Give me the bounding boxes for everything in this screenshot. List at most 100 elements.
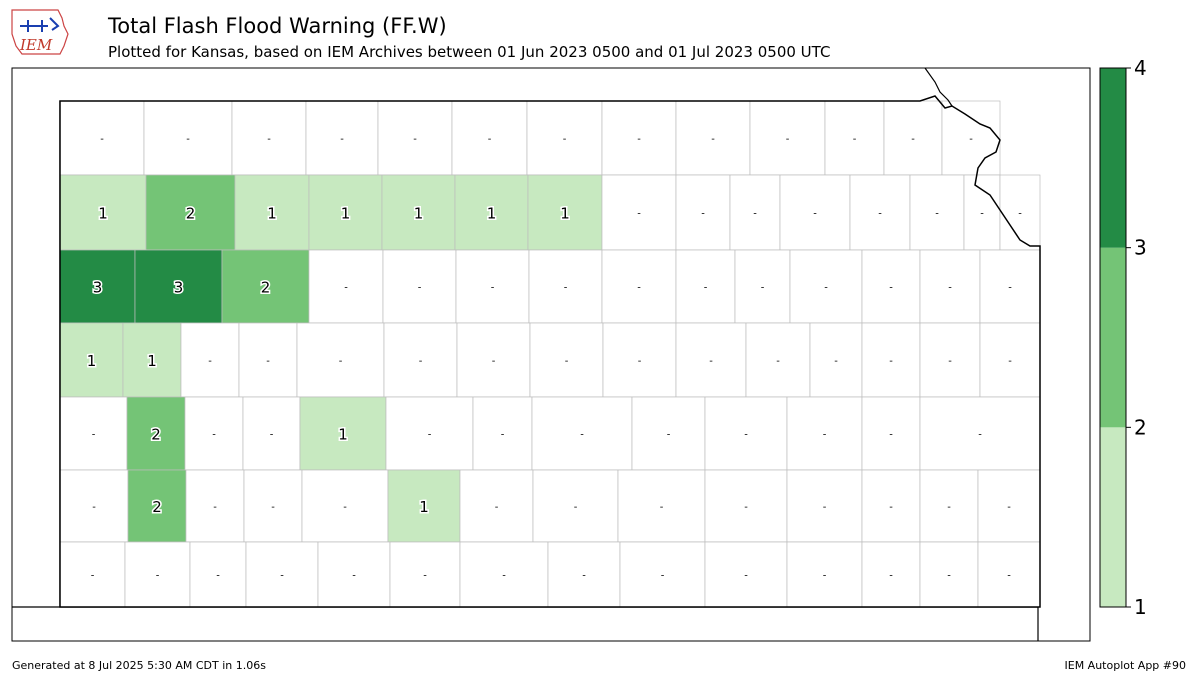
river-boundary — [924, 67, 953, 107]
county-no-data-mark: - — [565, 356, 569, 367]
county-cell — [941, 100, 1001, 176]
county-no-data-mark: - — [667, 430, 671, 441]
county-cell — [919, 541, 979, 608]
colorbar-tick-label: 1 — [1134, 595, 1147, 619]
county-no-data-mark: - — [270, 430, 274, 441]
county-no-data-mark: - — [660, 502, 664, 513]
county-cell — [824, 100, 885, 176]
county-cell — [675, 249, 736, 324]
county-no-data-mark: - — [709, 356, 713, 367]
county-no-data-mark: - — [280, 571, 284, 582]
county-no-data-mark: - — [186, 134, 190, 145]
county-cell — [59, 174, 147, 251]
county-no-data-mark: - — [744, 430, 748, 441]
county-cell — [619, 541, 706, 608]
county-cell — [59, 249, 136, 324]
county-cell — [238, 322, 298, 398]
county-cell — [675, 174, 731, 251]
county-cell — [122, 322, 182, 398]
county-cell — [455, 249, 530, 324]
county-no-data-mark: - — [92, 430, 96, 441]
county-cell — [242, 396, 301, 471]
county-cell — [617, 469, 706, 543]
county-cell — [861, 249, 921, 324]
county-count-label: 2 — [186, 205, 196, 223]
county-cell — [704, 541, 788, 608]
county-cell — [459, 541, 549, 608]
county-cell — [317, 541, 391, 608]
county-cell — [308, 249, 384, 324]
county-no-data-mark: - — [423, 571, 427, 582]
footer-generated: Generated at 8 Jul 2025 5:30 AM CDT in 1… — [12, 659, 266, 672]
county-no-data-mark: - — [969, 134, 973, 145]
county-cell — [532, 469, 619, 543]
county-cell — [124, 541, 191, 608]
county-cell — [454, 174, 529, 251]
county-cell — [231, 100, 307, 176]
county-count-label: 1 — [87, 352, 97, 370]
county-no-data-mark: - — [419, 356, 423, 367]
county-cell — [919, 249, 981, 324]
county-cell — [221, 249, 310, 324]
county-cell — [387, 469, 461, 543]
county-cell — [184, 396, 244, 471]
county-no-data-mark: - — [744, 502, 748, 513]
county-no-data-mark: - — [100, 134, 104, 145]
county-cell — [675, 100, 751, 176]
county-no-data-mark: - — [935, 209, 939, 220]
county-no-data-mark: - — [266, 356, 270, 367]
county-cell — [377, 100, 453, 176]
county-no-data-mark: - — [661, 571, 665, 582]
kansas-outline — [59, 95, 1041, 608]
county-count-label: 3 — [174, 279, 184, 297]
county-cell — [601, 100, 677, 176]
county-cell — [526, 100, 603, 176]
county-cell — [308, 174, 383, 251]
county-count-label: 1 — [560, 205, 570, 223]
county-cell — [296, 322, 385, 398]
county-no-data-mark: - — [761, 283, 765, 294]
county-no-data-mark: - — [711, 134, 715, 145]
county-cell — [919, 469, 979, 543]
county-no-data-mark: - — [889, 571, 893, 582]
county-cell — [234, 174, 310, 251]
county-no-data-mark: - — [1008, 283, 1012, 294]
county-cell — [704, 396, 788, 471]
county-no-data-mark: - — [339, 356, 343, 367]
county-no-data-mark: - — [352, 571, 356, 582]
county-no-data-mark: - — [216, 571, 220, 582]
county-map: - - - - - - - - - - - - - 1 2 1 1 1 1 1 - - - - - - - - 3 3 2 - - - - - - - - -… — [11, 56, 1147, 642]
county-count-label: 1 — [147, 352, 157, 370]
county-cell — [245, 541, 319, 608]
county-cell — [601, 249, 677, 324]
county-cell — [861, 541, 921, 608]
county-no-data-mark: - — [156, 571, 160, 582]
county-no-data-mark: - — [563, 134, 567, 145]
colorbar-tick-label: 2 — [1134, 415, 1147, 439]
colorbar: 1 2 3 4 — [1099, 56, 1147, 619]
county-cell — [385, 396, 474, 471]
colorbar-frame — [1099, 67, 1127, 608]
county-cell — [126, 396, 186, 471]
county-no-data-mark: - — [823, 430, 827, 441]
county-no-data-mark: - — [824, 283, 828, 294]
county-no-data-mark: - — [786, 134, 790, 145]
county-no-data-mark: - — [947, 571, 951, 582]
colorbar-bin — [1100, 427, 1126, 607]
county-no-data-mark: - — [744, 571, 748, 582]
county-cell — [861, 322, 921, 398]
county-cell — [381, 174, 456, 251]
county-cell — [729, 174, 781, 251]
county-cell — [547, 541, 621, 608]
county-count-label: 1 — [419, 498, 429, 516]
county-cell — [143, 100, 233, 176]
county-cell — [675, 322, 747, 398]
county-no-data-mark: - — [574, 502, 578, 513]
county-no-data-mark: - — [488, 134, 492, 145]
county-no-data-mark: - — [92, 502, 96, 513]
county-no-data-mark: - — [501, 430, 505, 441]
county-no-data-mark: - — [1018, 209, 1022, 220]
county-no-data-mark: - — [704, 283, 708, 294]
county-count-label: 1 — [267, 205, 277, 223]
county-no-data-mark: - — [978, 430, 982, 441]
